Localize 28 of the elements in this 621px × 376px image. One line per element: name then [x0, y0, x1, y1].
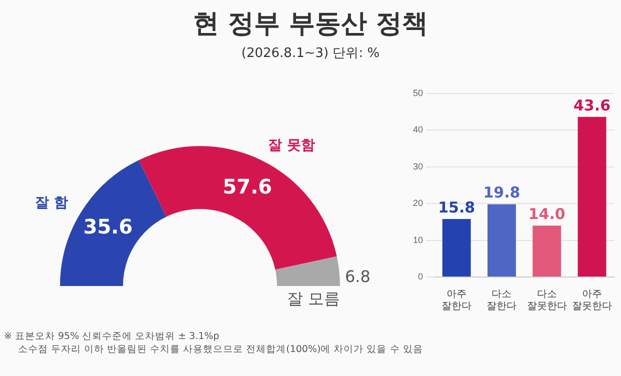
x-tick-label: 아주 잘한다	[442, 288, 472, 312]
slice-label: 잘 함	[34, 194, 68, 211]
slice-label: 잘 모름	[286, 289, 340, 308]
data-label: 15.8	[438, 198, 476, 216]
text: ※ 표본오차 95% 신뢰수준에 오차범위 ± 3.1%p	[4, 330, 220, 343]
y-tick-label: 20	[412, 198, 424, 208]
data-label: 43.6	[573, 96, 611, 114]
chart-title: 현 정부 부동산 정책	[192, 8, 430, 41]
x-tick-label: 다소 잘한다	[486, 288, 517, 312]
data-label: 35.6	[83, 214, 133, 239]
y-tick-label: 50	[412, 88, 424, 98]
bar	[442, 218, 471, 276]
bar	[578, 116, 606, 276]
slice-label: 잘 못함	[268, 137, 316, 154]
data-label: 14.0	[528, 204, 566, 223]
data-label: 6.8	[345, 267, 370, 286]
y-tick-label: 30	[412, 161, 424, 172]
data-label: 19.8	[483, 184, 520, 202]
text: 소수점 두자리 이하 반올림된 수치를 사용했으므로 전체합계(100%)에 차이가 있을 수 있음	[17, 343, 423, 356]
y-tick-label: 0	[418, 271, 424, 282]
bar	[488, 204, 516, 276]
y-tick-label: 40	[412, 124, 424, 135]
x-tick-label: 아주 잘못한다	[572, 288, 612, 312]
data-label: 57.6	[222, 174, 272, 199]
x-tick-label: 다소 잘못한다	[526, 288, 567, 312]
y-tick-label: 10	[412, 234, 424, 245]
bar	[532, 226, 562, 276]
chart-subtitle: (2026.8.1~3) 단위: %	[240, 45, 381, 62]
